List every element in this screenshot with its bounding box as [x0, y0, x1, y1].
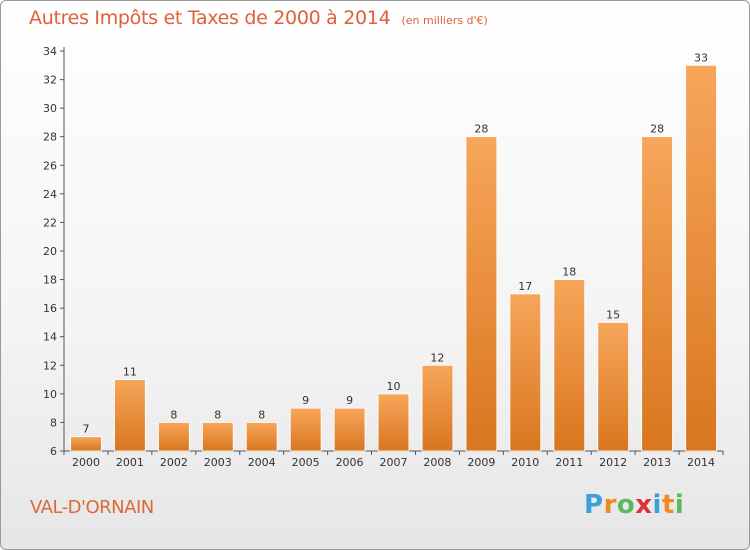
- chart-title-unit: (en milliers d'€): [401, 14, 488, 27]
- x-tick-label: 2000: [72, 456, 100, 469]
- logo-letter: o: [616, 490, 636, 520]
- logo-letter: t: [661, 490, 675, 520]
- bar: [289, 407, 322, 452]
- data-label: 17: [518, 280, 532, 293]
- x-tick-label: 2001: [116, 456, 144, 469]
- x-tick-label: 2011: [555, 456, 583, 469]
- logo-letter: r: [603, 490, 617, 520]
- logo-letter: i: [674, 490, 685, 520]
- y-tick-label: 20: [43, 245, 57, 258]
- proxiti-logo: Proxiti: [584, 490, 684, 520]
- data-label: 18: [562, 266, 576, 279]
- place-name: VAL-D'ORNAIN: [30, 497, 154, 518]
- data-label: 33: [694, 51, 708, 64]
- bar: [70, 436, 102, 452]
- y-tick-label: 6: [50, 445, 57, 458]
- x-tick-label: 2002: [160, 456, 188, 469]
- bar: [245, 421, 278, 452]
- x-tick-label: 2004: [248, 456, 276, 469]
- bar: [377, 393, 410, 452]
- bar: [509, 293, 542, 452]
- y-tick-label: 30: [43, 102, 57, 115]
- y-tick-label: 28: [43, 131, 57, 144]
- x-tick-label: 2014: [687, 456, 715, 469]
- x-tick-label: 2008: [423, 456, 451, 469]
- data-label: 12: [430, 351, 444, 364]
- x-tick-label: 2007: [380, 456, 408, 469]
- y-tick-label: 10: [43, 388, 57, 401]
- y-tick-label: 22: [43, 216, 57, 229]
- y-tick-label: 32: [43, 74, 57, 87]
- data-label: 28: [474, 123, 488, 136]
- x-tick-label: 2012: [599, 456, 627, 469]
- bar: [465, 136, 498, 452]
- bar: [333, 407, 366, 452]
- y-tick-label: 8: [50, 416, 57, 429]
- data-label: 8: [170, 408, 177, 421]
- y-tick-label: 24: [43, 188, 57, 201]
- bar: [201, 421, 234, 452]
- bar: [421, 364, 454, 452]
- bar: [685, 64, 717, 452]
- x-tick-label: 2003: [204, 456, 232, 469]
- bar: [553, 279, 586, 452]
- x-tick-label: 2006: [336, 456, 364, 469]
- x-tick-label: 2009: [467, 456, 495, 469]
- bar: [597, 321, 629, 452]
- data-label: 28: [650, 123, 664, 136]
- x-tick-label: 2013: [643, 456, 671, 469]
- y-tick-label: 12: [43, 359, 57, 372]
- data-label: 11: [123, 366, 137, 379]
- logo-letter: P: [584, 490, 604, 520]
- y-tick-label: 34: [43, 45, 57, 58]
- x-tick-label: 2005: [292, 456, 320, 469]
- y-tick-label: 26: [43, 159, 57, 172]
- y-tick-label: 16: [43, 302, 57, 315]
- data-label: 9: [346, 394, 353, 407]
- logo-letter: i: [652, 490, 662, 520]
- data-label: 9: [302, 394, 309, 407]
- chart-title-main: Autres Impôts et Taxes de 2000 à 2014: [29, 7, 391, 29]
- y-tick-label: 14: [43, 331, 57, 344]
- data-label: 7: [82, 423, 89, 436]
- chart-title: Autres Impôts et Taxes de 2000 à 2014 (e…: [29, 7, 488, 29]
- bar: [114, 379, 146, 452]
- data-label: 15: [606, 308, 620, 321]
- bar: [158, 421, 190, 452]
- x-tick-label: 2010: [511, 456, 539, 469]
- data-label: 8: [214, 408, 221, 421]
- data-label: 10: [387, 380, 401, 393]
- y-tick-label: 18: [43, 274, 57, 287]
- data-label: 8: [258, 408, 265, 421]
- logo-letter: x: [635, 490, 653, 520]
- bar: [641, 136, 673, 452]
